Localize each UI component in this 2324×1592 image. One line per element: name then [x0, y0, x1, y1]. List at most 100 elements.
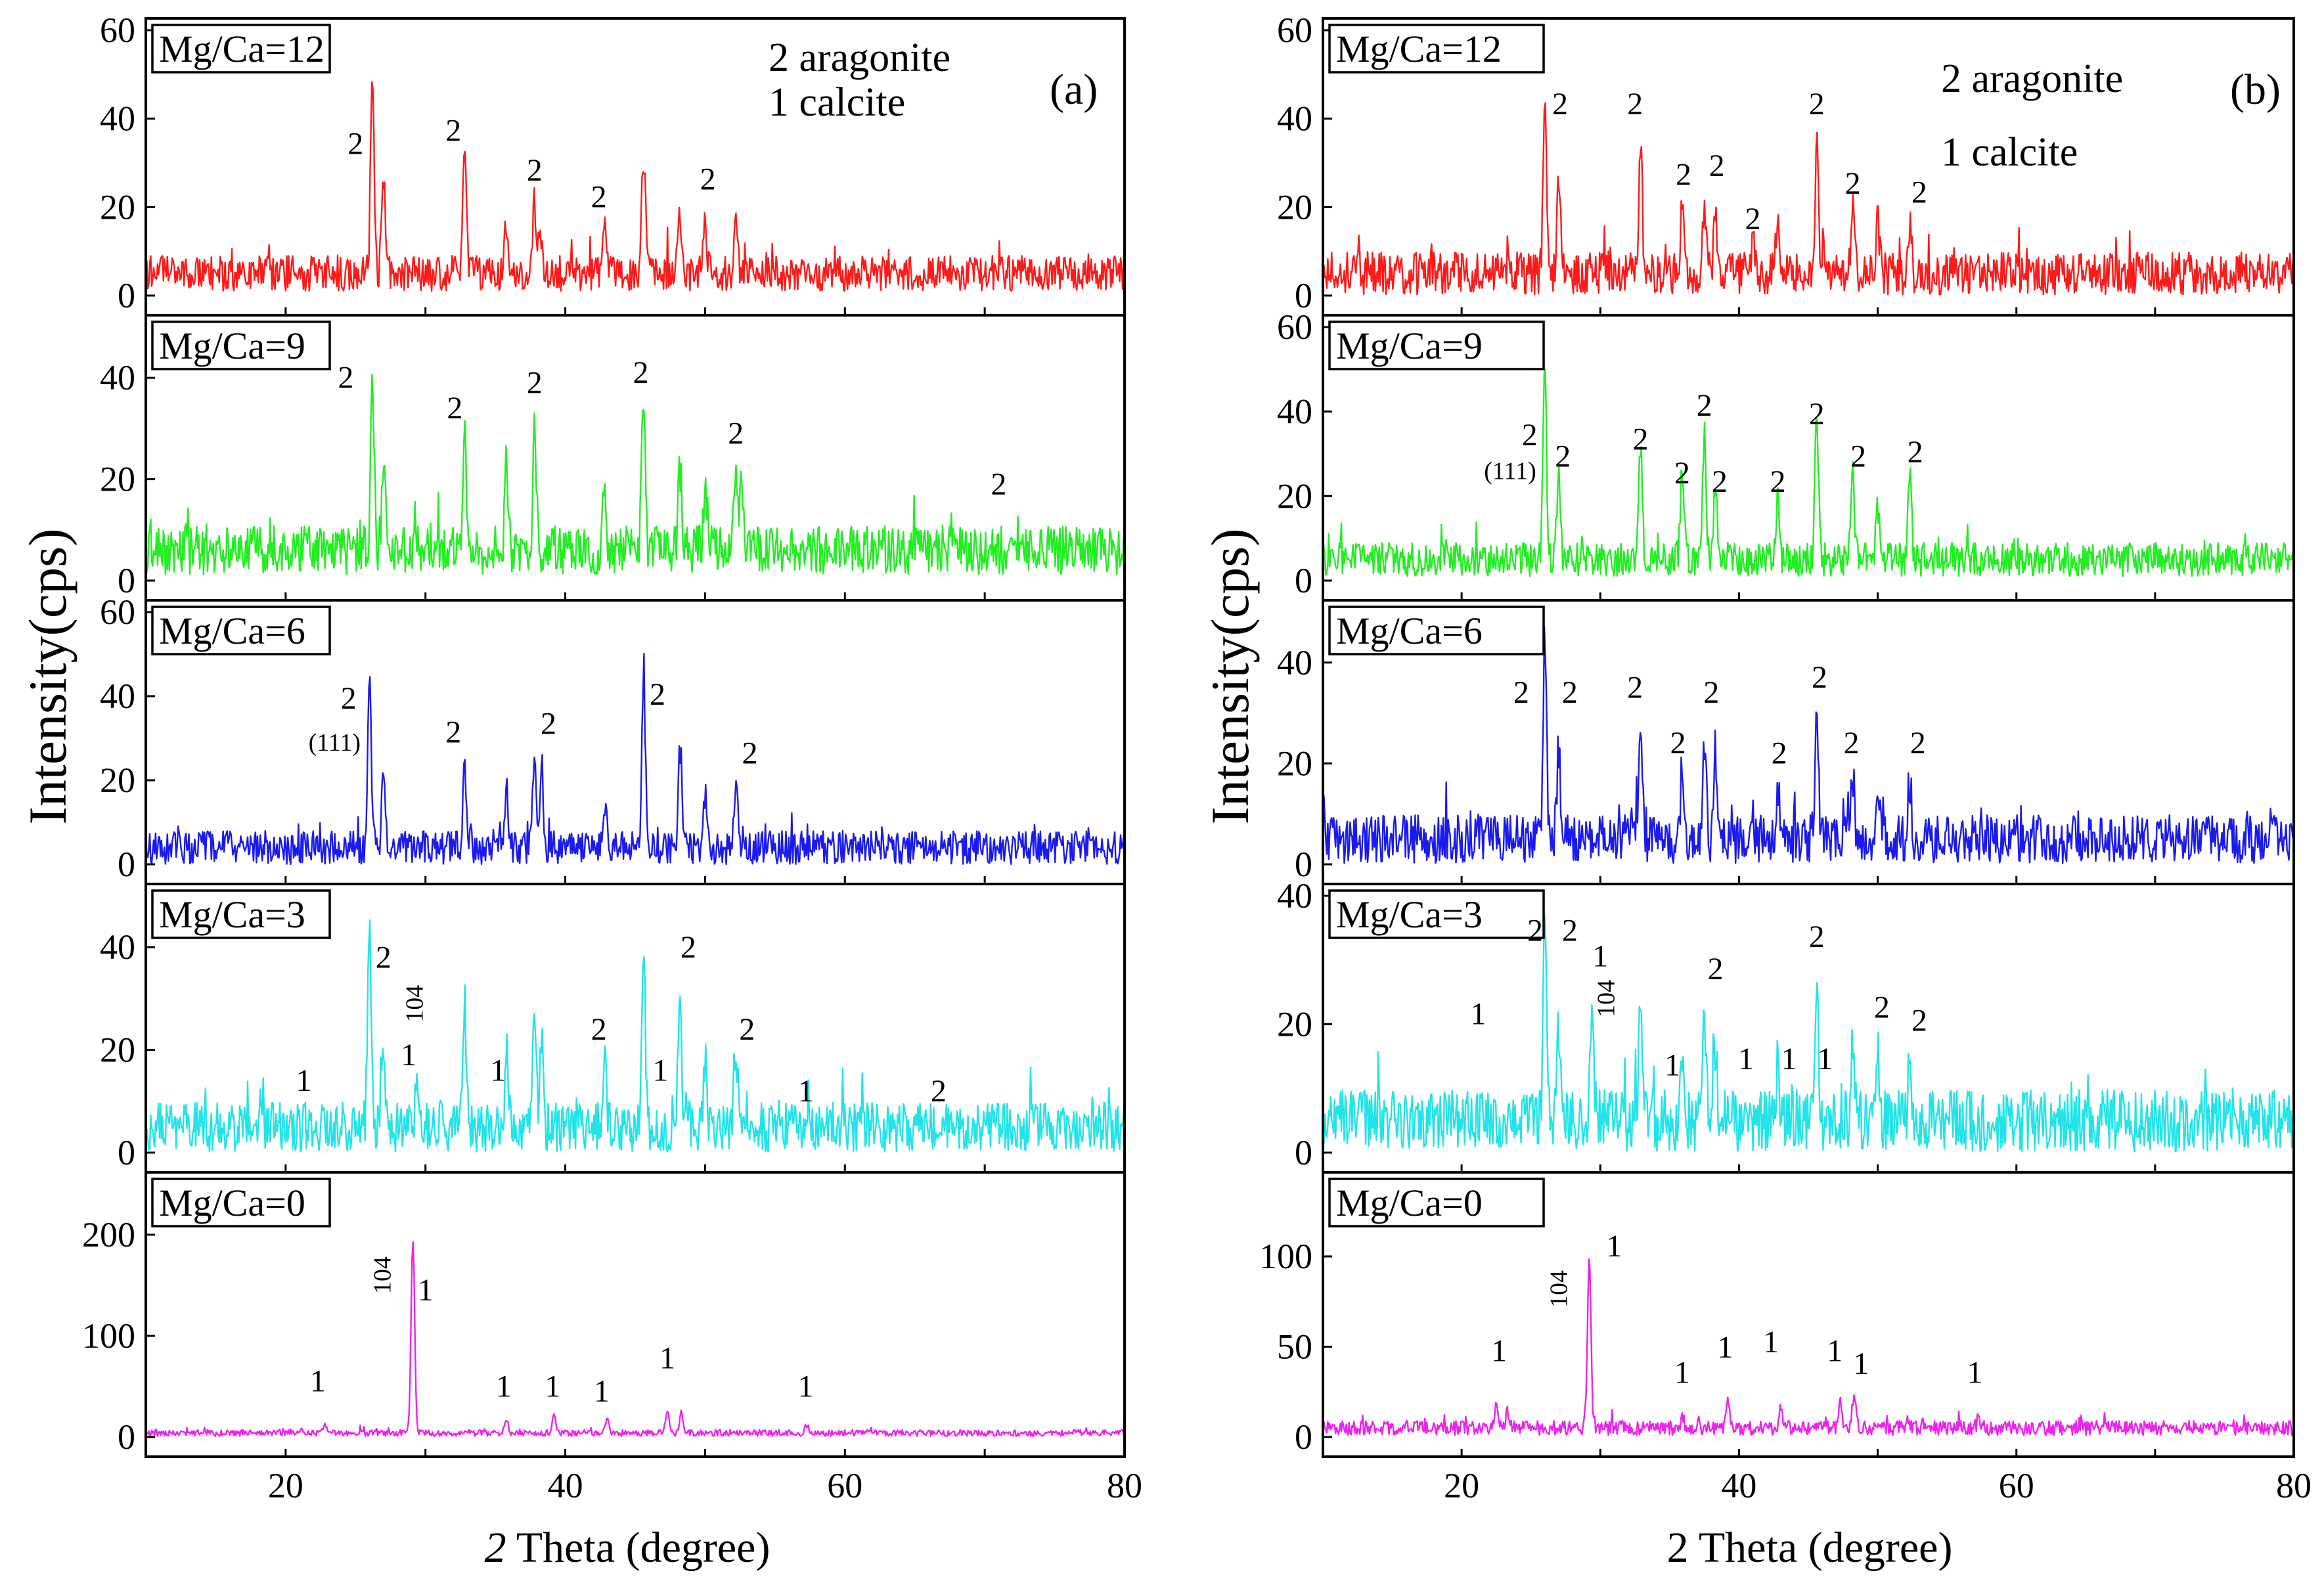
peak-label: 2 — [742, 736, 758, 770]
y-tick-label: 100 — [1259, 1237, 1312, 1276]
y-tick-label: 40 — [100, 927, 135, 967]
y-tick-label: 20 — [100, 761, 135, 800]
peak-label: 2 — [1908, 435, 1923, 470]
peak-label: 1 — [1827, 1334, 1843, 1369]
y-tick-label: 40 — [1277, 643, 1312, 682]
peak-label: 2 — [1633, 422, 1649, 457]
peak-label: 1 — [1606, 1229, 1622, 1264]
xrd-trace — [145, 652, 1126, 866]
series-label: Mg/Ca=12 — [159, 28, 324, 70]
panel-b-ylabel: Intensity(cps) — [1200, 529, 1260, 825]
peak-label: 2 — [1527, 913, 1543, 948]
peak-label: 2 — [1812, 660, 1827, 695]
peak-label: 2 — [1910, 726, 1926, 761]
peak-label: 1 — [545, 1369, 560, 1404]
peak-label: 2 — [1843, 726, 1859, 761]
peak-label: 1 — [1781, 1042, 1797, 1076]
peak-label: 2 — [347, 127, 363, 162]
peak-label: 104 — [369, 1256, 397, 1294]
series-label: Mg/Ca=9 — [1336, 324, 1483, 367]
series-label: Mg/Ca=3 — [159, 893, 305, 936]
peak-label: 2 — [338, 361, 353, 395]
peak-label: 2 — [681, 930, 696, 965]
peak-label: 1 — [310, 1364, 326, 1399]
y-tick-label: 40 — [1277, 392, 1312, 431]
y-tick-label: 0 — [1295, 1133, 1312, 1172]
peak-label: 2 — [1708, 952, 1724, 986]
x-tick-label: 20 — [1444, 1466, 1479, 1505]
peak-label: 2 — [633, 355, 649, 390]
panel-a-xaxis: 20 40 60 80 — [268, 1466, 1142, 1505]
peak-label: 1 — [1817, 1042, 1833, 1076]
series-label-box — [1328, 321, 1545, 370]
panel-b-xlabel-rest: 2 Theta (degree) — [1667, 1524, 1953, 1572]
panel-b-legend-aragonite: 2 aragonite — [1941, 56, 2123, 101]
y-tick-label: 0 — [1295, 845, 1312, 884]
peak-label: 2 — [1676, 158, 1691, 192]
series-label-box — [151, 321, 331, 370]
x-tick-label: 40 — [548, 1466, 583, 1505]
panel-a-legend-calcite: 1 calcite — [769, 80, 905, 125]
peak-label: 1 — [1967, 1356, 1982, 1390]
series-label-box — [1328, 24, 1545, 74]
xrd-trace — [1322, 102, 2294, 296]
peak-label: 2 — [1697, 388, 1712, 423]
x-tick-label: 80 — [1107, 1466, 1142, 1505]
peak-label: 2 — [1555, 439, 1571, 474]
peak-label: 2 — [1809, 397, 1825, 431]
y-tick-label: 0 — [1295, 1417, 1312, 1457]
peak-label: 2 — [700, 162, 716, 196]
panel-a-legend-aragonite: 2 aragonite — [769, 35, 950, 80]
peak-label: 2 — [1874, 990, 1890, 1025]
peak-label: 1 — [490, 1053, 506, 1088]
y-tick-label: 100 — [82, 1316, 135, 1356]
peak-label: 104 — [1546, 1270, 1573, 1308]
y-tick-label: 40 — [100, 99, 135, 139]
series-label-box — [1328, 606, 1545, 655]
y-tick-label: 40 — [100, 676, 135, 716]
peak-label: 2 — [1772, 736, 1787, 770]
series-label: Mg/Ca=12 — [1336, 28, 1502, 70]
series-label-box — [151, 606, 331, 655]
peak-label: 2 — [1513, 675, 1529, 710]
peak-label: 1 — [659, 1340, 675, 1375]
peak-label: 1 — [418, 1273, 434, 1308]
xrd-trace — [145, 919, 1126, 1153]
y-tick-label: 20 — [100, 460, 135, 499]
series-label-box — [151, 889, 331, 939]
peak-label: 1 — [1853, 1346, 1869, 1381]
peak-label: (111) — [1484, 458, 1536, 485]
series-label-box — [151, 24, 331, 74]
y-tick-label: 20 — [1277, 187, 1312, 227]
panel-a-xlabel: 2 Theta (degree) — [485, 1524, 771, 1572]
peak-label: 1 — [1491, 1334, 1507, 1369]
panel-b-xaxis: 20 40 60 80 — [1444, 1466, 2312, 1505]
series-label-box — [1328, 889, 1545, 939]
series-label-box — [1328, 1178, 1545, 1227]
y-tick-label: 0 — [1295, 561, 1312, 600]
xrd-trace — [1322, 1258, 2295, 1436]
peak-label: 1 — [1470, 997, 1486, 1032]
peak-label: 2 — [1712, 464, 1728, 499]
y-tick-label: 0 — [118, 1417, 135, 1457]
peak-label: 2 — [445, 113, 461, 148]
peak-label: (111) — [309, 729, 361, 757]
peak-label: 2 — [541, 707, 556, 741]
peak-label: 104 — [401, 985, 428, 1023]
panel-a-letter: (a) — [1050, 66, 1098, 114]
subplot-frame — [145, 1171, 1126, 1458]
peak-label: 2 — [728, 416, 744, 451]
peak-label: 1 — [496, 1369, 512, 1404]
x-tick-label: 40 — [1721, 1466, 1756, 1505]
peak-label: 2 — [1850, 439, 1866, 474]
series-label: Mg/Ca=9 — [159, 324, 305, 367]
y-tick-label: 60 — [100, 592, 135, 632]
peak-label: 2 — [1670, 726, 1686, 761]
x-tick-label: 60 — [827, 1466, 862, 1505]
